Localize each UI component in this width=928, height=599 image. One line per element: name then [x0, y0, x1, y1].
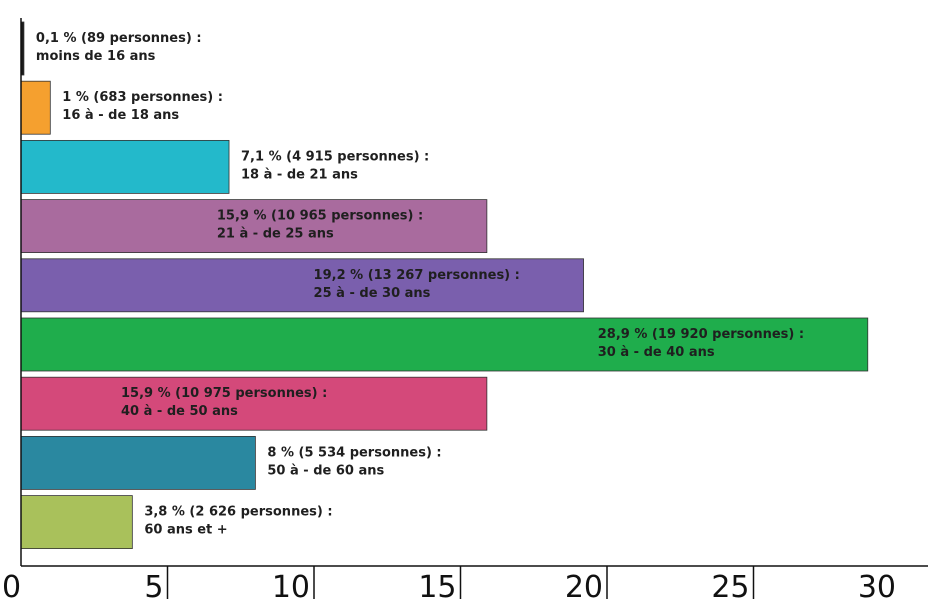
x-tick-label-15: 15: [418, 570, 456, 599]
bar-5-value-label: 19,2 % (13 267 personnes) :: [314, 268, 520, 283]
x-tick-label-0: 0: [2, 570, 21, 599]
bar-4-category-label: 21 à - de 25 ans: [217, 227, 334, 242]
bar-7-category-label: 40 à - de 50 ans: [121, 404, 238, 419]
bar-5: [20, 258, 584, 313]
bar-3-value-label: 7,1 % (4 915 personnes) :: [241, 149, 429, 164]
bar-4: [20, 199, 488, 254]
bar-8-category-label: 50 à - de 60 ans: [267, 463, 384, 478]
bar-9-category-label: 60 ans et +: [144, 523, 227, 538]
bar-6-value-label: 28,9 % (19 920 personnes) :: [598, 327, 804, 342]
bar-3: [20, 139, 230, 194]
x-tick-label-30: 30: [858, 570, 896, 599]
bar-7: [20, 376, 488, 431]
bar-4-value-label: 15,9 % (10 965 personnes) :: [217, 209, 423, 224]
bar-2: [20, 80, 51, 135]
bars-layer: [20, 21, 869, 550]
bar-8: [20, 435, 256, 490]
bar-8-value-label: 8 % (5 534 personnes) :: [267, 445, 441, 460]
bar-9-value-label: 3,8 % (2 626 personnes) :: [144, 505, 332, 520]
bar-5-category-label: 25 à - de 30 ans: [314, 286, 431, 301]
bar-2-category-label: 16 à - de 18 ans: [62, 108, 179, 123]
x-tick-label-10: 10: [272, 570, 310, 599]
bar-1-category-label: moins de 16 ans: [36, 49, 156, 64]
bar-1-value-label: 0,1 % (89 personnes) :: [36, 31, 202, 46]
bar-2-value-label: 1 % (683 personnes) :: [62, 90, 223, 105]
bar-9: [20, 495, 133, 550]
x-tick-label-20: 20: [565, 570, 603, 599]
bar-labels-layer: 0,1 % (89 personnes) : moins de 16 ans 1 %…: [36, 31, 804, 538]
x-ticks-layer: 0 5 10 15 20 25 30: [2, 566, 896, 599]
x-tick-label-25: 25: [711, 570, 749, 599]
bar-7-value-label: 15,9 % (10 975 personnes) :: [121, 386, 327, 401]
bar-3-category-label: 18 à - de 21 ans: [241, 167, 358, 182]
bar-6-category-label: 30 à - de 40 ans: [598, 345, 715, 360]
x-tick-label-5: 5: [144, 570, 163, 599]
bar-6: [20, 317, 869, 372]
